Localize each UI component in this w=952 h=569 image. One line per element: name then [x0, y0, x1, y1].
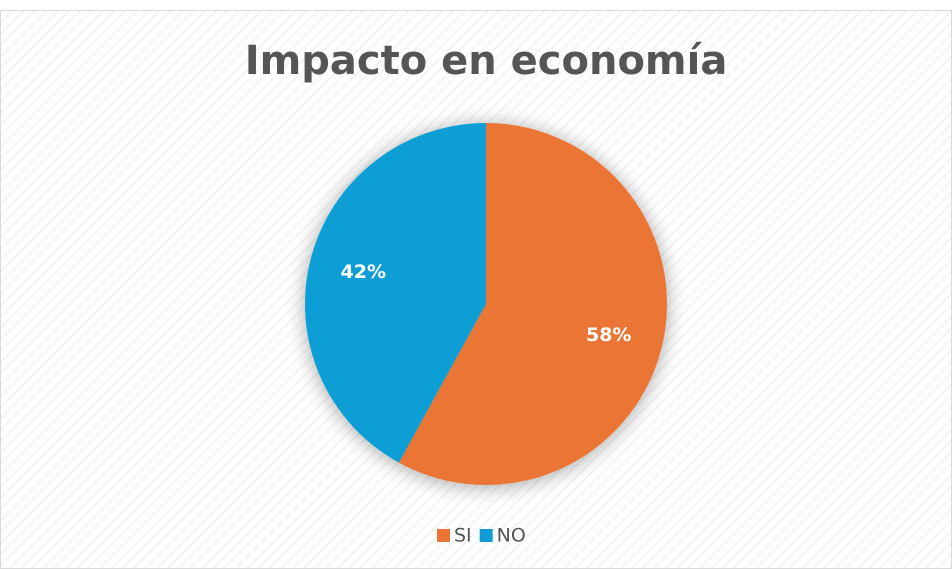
- legend-swatch: [479, 529, 493, 542]
- pie-slice: [305, 123, 486, 463]
- legend-label: SI: [454, 525, 472, 547]
- chart-title: Impacto en economía: [245, 38, 728, 84]
- legend-label: NO: [497, 525, 526, 547]
- data-label: 42%: [341, 261, 386, 283]
- legend-swatch: [437, 529, 450, 542]
- legend: SI NO: [437, 525, 526, 547]
- pie: [305, 123, 668, 486]
- labels: 58% 42%: [341, 261, 632, 346]
- pie-slice: [398, 123, 668, 486]
- data-label: 58%: [586, 324, 631, 346]
